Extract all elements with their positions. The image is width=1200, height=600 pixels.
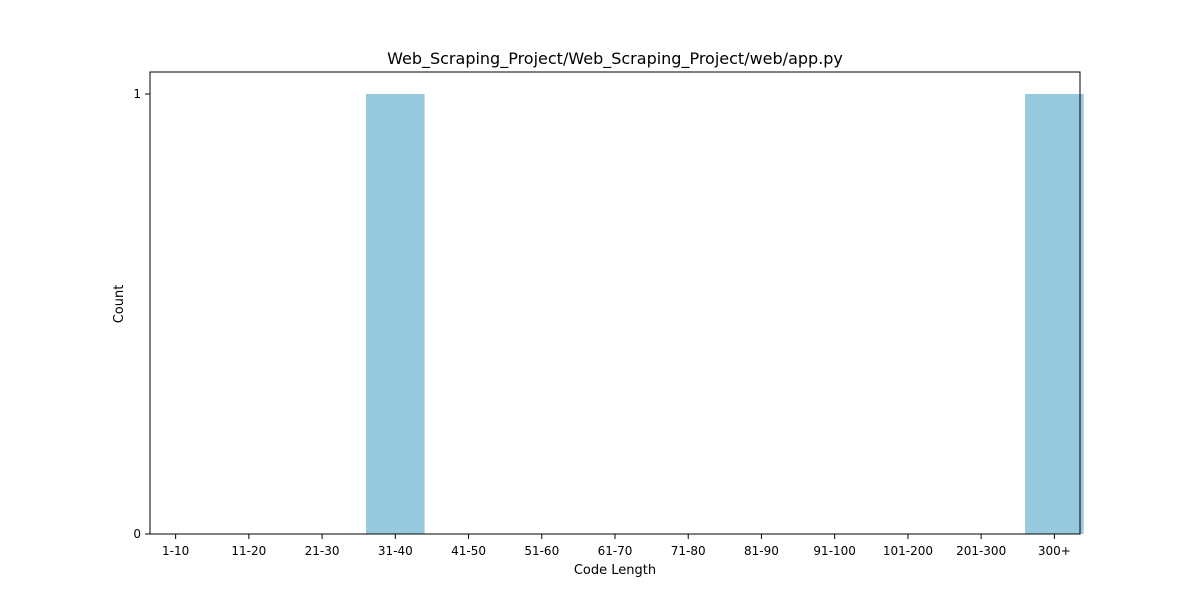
x-tick-label: 51-60 <box>524 544 559 558</box>
bars-group <box>366 94 1084 534</box>
x-tick-label: 101-200 <box>883 544 933 558</box>
x-tick-label: 1-10 <box>162 544 189 558</box>
x-tick-label: 91-100 <box>813 544 856 558</box>
x-tick-label: 41-50 <box>451 544 486 558</box>
y-axis-ticks: 01 <box>133 87 150 541</box>
y-axis-label: Count <box>112 285 127 324</box>
bar-31-40 <box>366 94 425 534</box>
x-axis-label: Code Length <box>574 563 656 578</box>
x-tick-label: 300+ <box>1038 544 1071 558</box>
x-tick-label: 21-30 <box>305 544 340 558</box>
x-tick-label: 11-20 <box>231 544 266 558</box>
chart-title: Web_Scraping_Project/Web_Scraping_Projec… <box>387 49 843 69</box>
y-tick-label: 0 <box>133 527 141 541</box>
y-tick-label: 1 <box>133 87 141 101</box>
bar-300+ <box>1025 94 1084 534</box>
x-tick-label: 81-90 <box>744 544 779 558</box>
x-axis-ticks: 1-10 11-20 21-30 31-40 41-50 51-60 61-70 71-80 8… <box>162 534 1071 558</box>
x-tick-label: 61-70 <box>598 544 633 558</box>
x-tick-label: 71-80 <box>671 544 706 558</box>
plot-frame <box>149 71 1081 535</box>
x-tick-label: 201-300 <box>956 544 1006 558</box>
x-tick-label: 31-40 <box>378 544 413 558</box>
